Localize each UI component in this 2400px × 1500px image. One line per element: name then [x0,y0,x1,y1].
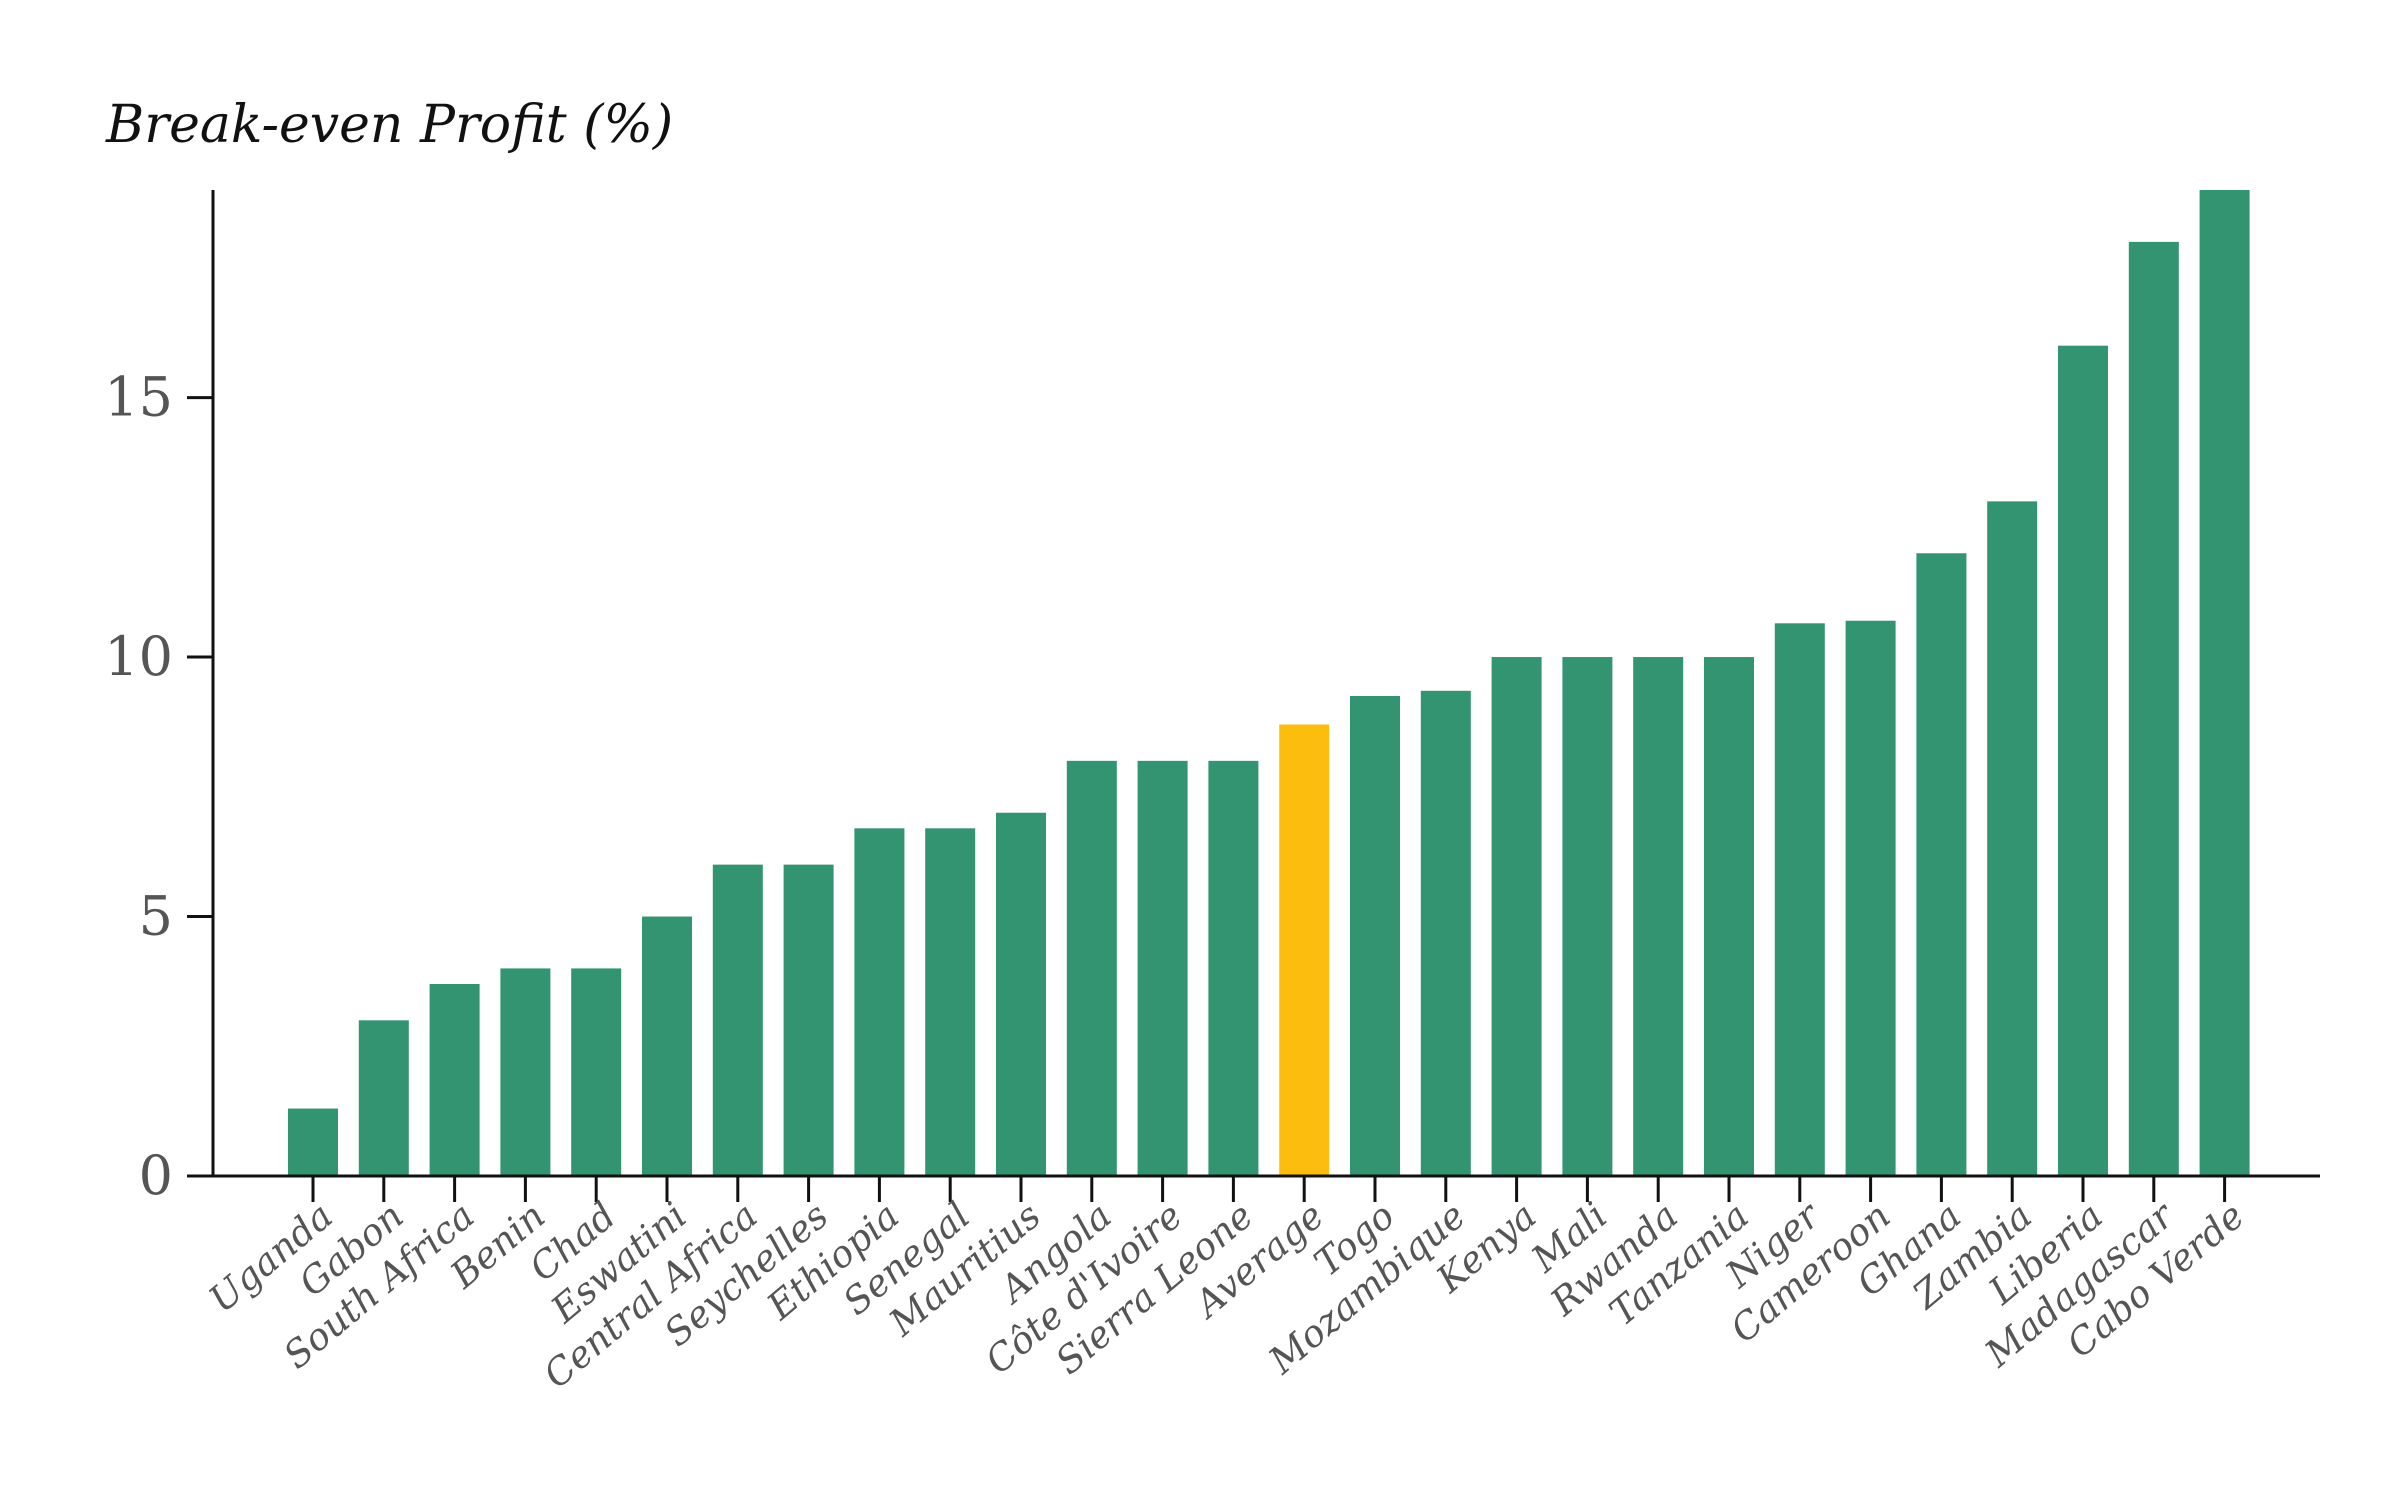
bar-angola [1066,760,1117,1176]
y-tick-label: 0 [139,1144,173,1207]
bar-cameroon [1845,620,1896,1176]
bar-zambia [1987,501,2038,1176]
bars-group [288,190,2250,1177]
bar-c-te-d-ivoire [1137,760,1188,1176]
bar-sierra-leone [1208,760,1259,1176]
bar-niger [1774,623,1825,1176]
bar-eswatini [642,916,692,1176]
bar-liberia [2058,345,2108,1176]
bar-cabo-verde [2199,190,2250,1176]
y-ticks-group: 0 5 10 15 [104,366,213,1207]
bar-mali [1562,657,1613,1176]
bar-central-africa [712,864,763,1176]
bar-mauritius [996,812,1046,1176]
y-tick-label: 15 [104,366,173,429]
bar-togo [1350,695,1400,1176]
bar-uganda [288,1108,338,1176]
bar-senegal [925,828,976,1176]
bar-tanzania [1704,657,1754,1176]
bar-chad [571,968,622,1176]
y-tick-label: 5 [139,885,173,948]
bar-seychelles [783,864,834,1176]
bar-rwanda [1633,657,1684,1176]
y-tick-label: 10 [104,625,173,688]
bar-benin [500,968,551,1176]
y-axis-label: Break-even Profit (%) [105,95,673,155]
bar-mozambique [1420,690,1471,1176]
bar-south-africa [429,983,480,1176]
bar-ethiopia [854,828,905,1176]
bar-gabon [358,1020,409,1176]
bar-madagascar [2128,241,2179,1177]
axes-group [211,190,2320,1178]
bar-average [1279,724,1330,1176]
bar-ghana [1916,553,1967,1176]
bar-kenya [1491,657,1542,1176]
